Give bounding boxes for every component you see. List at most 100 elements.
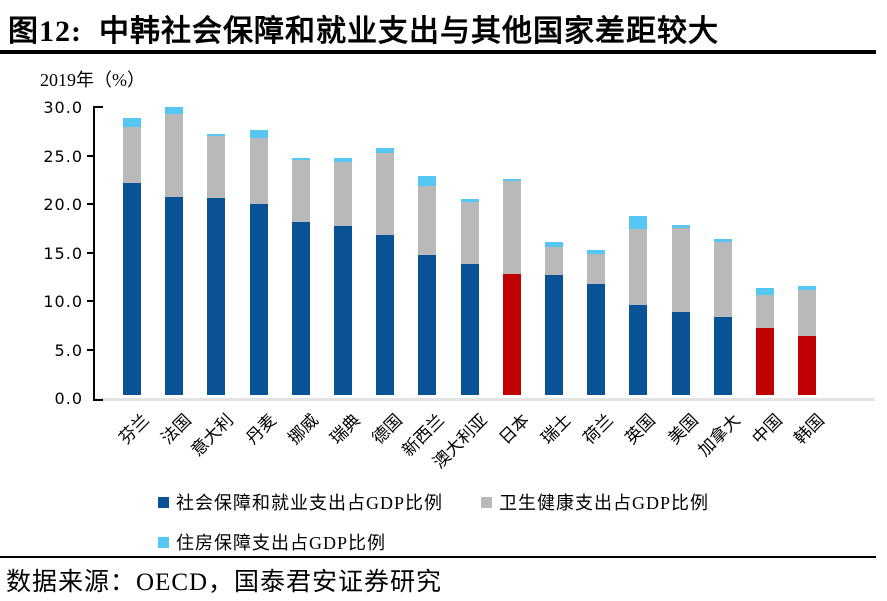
bar-segment [713, 238, 732, 242]
y-axis-tick [87, 251, 93, 254]
y-axis-tick [87, 154, 93, 157]
bar-韩国 [798, 286, 817, 395]
bar-荷兰 [587, 250, 606, 395]
axis-unit-note: 2019年（%） [40, 70, 145, 90]
bar-segment [207, 134, 226, 137]
bar-segment [587, 254, 606, 285]
x-axis-label: 韩国 [790, 410, 829, 449]
y-axis-tick-label: 30.0 [43, 98, 83, 117]
x-axis-label: 丹麦 [242, 410, 280, 449]
x-axis-label: 意大利 [187, 410, 238, 461]
bar-segment [334, 158, 352, 163]
x-axis-label: 英国 [621, 410, 660, 449]
chart-title: 图12: 中韩社会保障和就业支出与其他国家差距较大 [8, 15, 719, 48]
title-underline [0, 50, 876, 54]
legend-item: 社会保障和就业支出占GDP比例 [158, 489, 443, 515]
bar-segment [671, 228, 690, 312]
y-axis-tick-label: 0.0 [54, 389, 83, 408]
bar-segment [291, 160, 310, 223]
bar-segment [545, 274, 563, 395]
bar-美国 [671, 225, 690, 395]
plot-area: 30.0 25.0 20.0 15.0 10.0 5.0 0.0 芬兰 法国 意大利 丹麦 挪威 瑞典德… [43, 98, 875, 472]
bar-意大利 [207, 134, 226, 395]
bar-德国 [376, 147, 395, 395]
bar-segment [629, 304, 648, 395]
legend-swatch-icon [158, 536, 169, 548]
bar-日本 [502, 178, 521, 395]
bar-芬兰 [123, 117, 141, 395]
bar-segment [249, 137, 268, 204]
bar-segment [123, 117, 141, 128]
bar-英国 [629, 215, 648, 395]
bar-segment [460, 202, 479, 265]
bar-segment [587, 284, 606, 395]
bar-segment [165, 197, 184, 395]
x-axis-label: 芬兰 [115, 410, 153, 449]
y-axis-tick [93, 399, 103, 401]
bar-segment [798, 290, 817, 336]
bar-segment [671, 225, 690, 229]
bar-segment [502, 178, 521, 181]
bar-segment [291, 222, 310, 395]
y-axis-tick [93, 106, 103, 108]
bar-segment [249, 130, 268, 138]
bar-segment [460, 199, 479, 203]
bar-新西兰 [418, 175, 437, 395]
bar-segment [207, 198, 226, 395]
bar-挪威 [291, 158, 310, 395]
legend-row-2: 住房保障支出占GDP比例 [158, 529, 858, 555]
bar-segment [418, 175, 437, 186]
bar-瑞士 [545, 241, 563, 395]
bar-segment [376, 152, 395, 235]
bar-segment [756, 295, 774, 329]
legend-swatch-icon [158, 496, 169, 508]
x-axis-label: 挪威 [284, 410, 322, 449]
bar-segment [629, 229, 648, 305]
bar-segment [165, 106, 184, 114]
legend-label: 社会保障和就业支出占GDP比例 [176, 493, 444, 513]
bar-segment [756, 328, 774, 395]
legend-item: 卫生健康支出占GDP比例 [481, 489, 709, 515]
y-axis [93, 107, 95, 400]
bar-segment [798, 335, 817, 395]
bar-segment [713, 317, 732, 395]
bar-segment [165, 113, 184, 198]
y-axis-tick-label: 5.0 [54, 340, 83, 360]
x-axis-label: 中国 [748, 410, 786, 449]
bar-segment [334, 162, 352, 227]
bar-segment [123, 127, 141, 183]
x-axis-label: 加拿大 [694, 410, 744, 461]
bar-segment [798, 286, 817, 291]
bar-法国 [165, 106, 184, 395]
bar-segment [587, 250, 606, 255]
y-axis-tick [87, 348, 93, 351]
bar-瑞典 [334, 158, 352, 395]
bar-segment [291, 158, 310, 161]
bar-中国 [756, 288, 774, 395]
bar-丹麦 [249, 130, 268, 395]
bar-segment [418, 255, 437, 395]
x-axis-label: 瑞典 [326, 410, 364, 449]
y-axis-tick-label: 10.0 [43, 292, 83, 311]
legend-label: 卫生健康支出占GDP比例 [499, 493, 710, 513]
y-axis-tick [87, 203, 93, 205]
bar-segment [502, 273, 521, 395]
bar-segment [376, 147, 395, 153]
bar-segment [671, 311, 690, 395]
bar-segment [249, 203, 268, 395]
legend-swatch-icon [481, 496, 493, 508]
bar-segment [545, 246, 563, 275]
legend: 社会保障和就业支出占GDP比例 卫生健康支出占GDP比例 住房保障支出占GDP比例 [158, 489, 858, 555]
data-source: 数据来源：OECD，国泰君安证券研究 [6, 569, 443, 596]
bar-segment [376, 235, 395, 395]
bar-segment [207, 136, 226, 199]
legend-item: 住房保障支出占GDP比例 [158, 529, 386, 555]
bar-segment [545, 241, 563, 247]
x-axis-baseline [95, 398, 875, 401]
footer-rule [0, 556, 876, 558]
y-axis-tick [87, 300, 93, 302]
x-axis-label: 瑞士 [537, 410, 575, 449]
bar-segment [756, 288, 774, 296]
bar-segment [460, 264, 479, 395]
bar-segment [502, 180, 521, 274]
